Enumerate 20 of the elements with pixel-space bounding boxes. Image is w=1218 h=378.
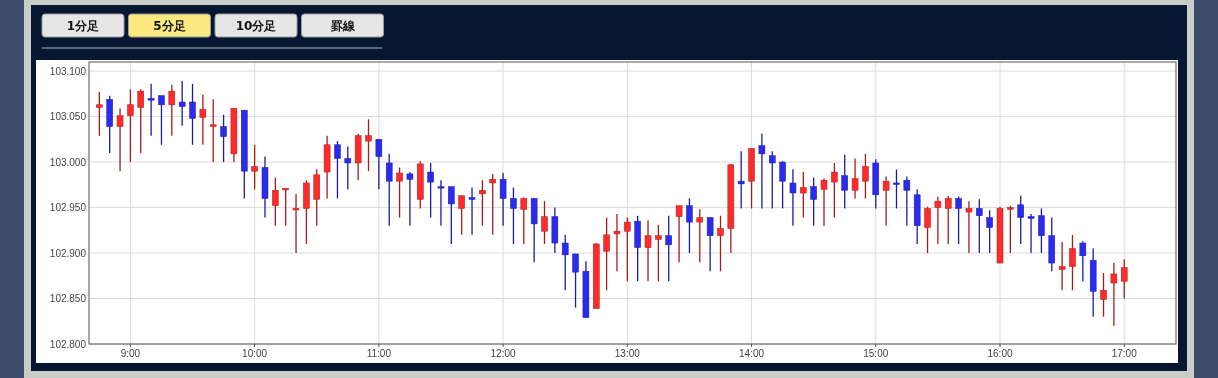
x-tick-label: 12:00 bbox=[490, 348, 517, 359]
button: 10分足 bbox=[214, 13, 298, 38]
y-tick-label: 102.850 bbox=[49, 293, 87, 305]
y-tick-label: 103.100 bbox=[49, 65, 87, 77]
x-tick-label: 14:00 bbox=[739, 348, 765, 359]
y-tick-label: 103.000 bbox=[49, 156, 87, 168]
y-tick-label: 102.900 bbox=[49, 247, 87, 259]
button: 1分足 bbox=[41, 13, 125, 38]
y-tick-label: 102.800 bbox=[49, 338, 87, 350]
x-tick-label: 10:00 bbox=[242, 348, 268, 359]
x-tick-label: 16:00 bbox=[987, 348, 1013, 359]
x-tick-label: 11:00 bbox=[366, 348, 392, 359]
button: 罫線 bbox=[301, 13, 384, 38]
x-tick-label: 17:00 bbox=[1111, 348, 1138, 359]
y-tick-label: 102.950 bbox=[49, 202, 87, 214]
y-tick-label: 103.050 bbox=[49, 111, 87, 123]
button: 5分足 bbox=[128, 13, 211, 38]
x-tick-label: 9:00 bbox=[120, 348, 141, 359]
x-tick-label: 13:00 bbox=[614, 348, 641, 359]
x-tick-label: 15:00 bbox=[863, 348, 889, 359]
